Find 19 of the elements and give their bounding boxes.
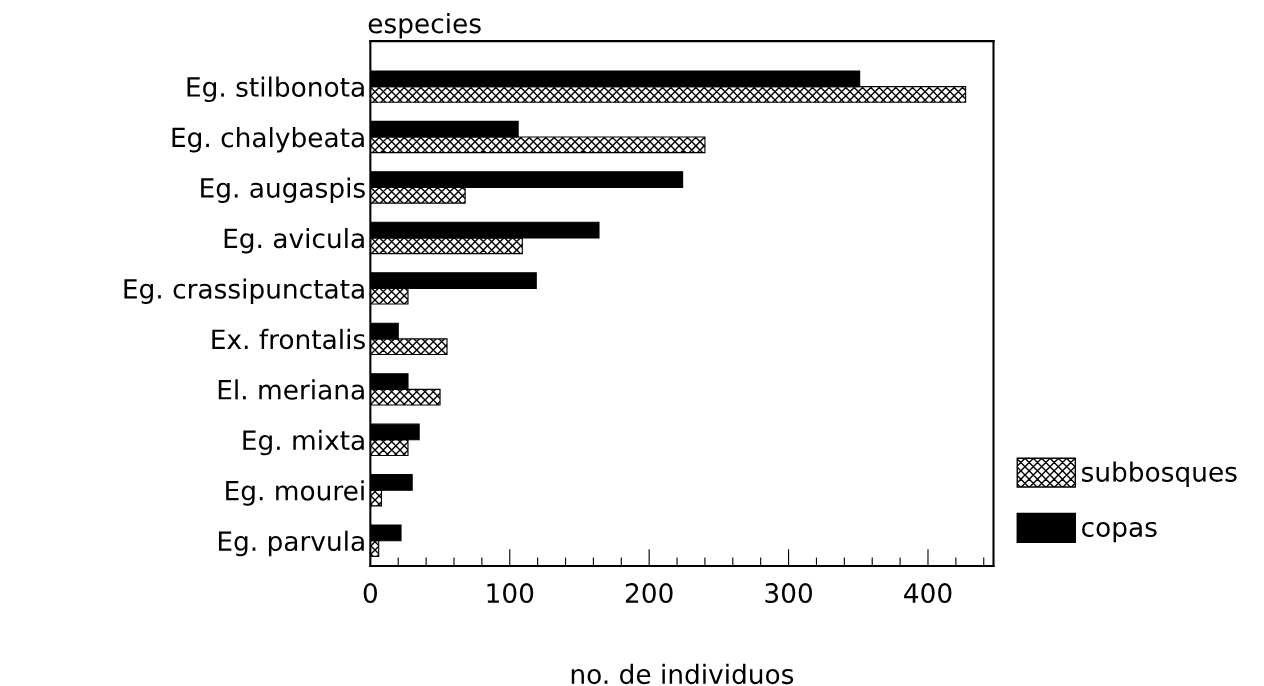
y-tick-label: Eg. avicula: [224, 227, 364, 254]
y-tick-label: Eg. mixta: [243, 429, 364, 456]
x-tick-label: 400: [904, 583, 952, 604]
y-tick-label: Eg. stilbonota: [187, 76, 364, 103]
y-axis-title: especies: [368, 13, 481, 39]
y-tick-label: Eg. mourei: [226, 480, 364, 506]
y-tick-label: Eg. chalybeata: [172, 127, 364, 153]
y-tick-label: Eg. crassipunctata: [124, 278, 364, 304]
x-tick-label: 0: [363, 583, 377, 604]
y-tick-label: El. meriana: [218, 379, 364, 400]
x-axis-title: no. de individuos: [571, 663, 794, 685]
y-tick-label: Eg. augaspis: [201, 177, 365, 204]
x-tick-label: 300: [765, 583, 813, 604]
legend-label: copas: [1082, 521, 1157, 543]
x-tick-label: 200: [625, 583, 673, 604]
x-tick-label: 100: [487, 583, 534, 604]
y-tick-label: Eg. parvula: [218, 530, 364, 557]
legend-label: subbosques: [1082, 461, 1237, 487]
y-tick-label: Ex. frontalis: [212, 328, 365, 350]
